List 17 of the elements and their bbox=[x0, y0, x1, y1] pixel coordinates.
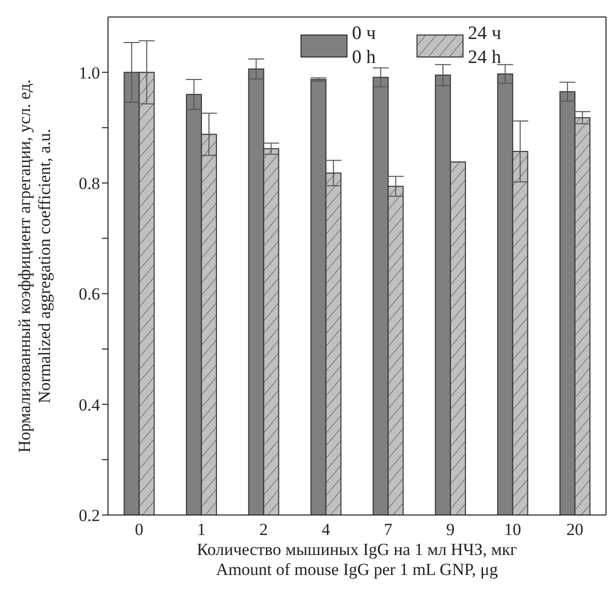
y-tick-label: 0.4 bbox=[78, 395, 100, 414]
y-tick-label: 0.2 bbox=[78, 506, 100, 526]
legend-label: 0 ч 0 h bbox=[352, 22, 376, 70]
x-axis-title: Количество мышиных IgG на 1 мл НЧЗ, мкг Amount of mouse IgG per 1 mL GNP, μg bbox=[196, 540, 518, 579]
legend-label: 24 ч 24 h bbox=[468, 22, 502, 70]
y-axis-title: Нормализованный коэффициент агрегации, усл. ед. Normalized aggregation coefficient, a.u. bbox=[15, 79, 54, 453]
x-tick-label: 1 bbox=[197, 520, 206, 540]
x-tick-label: 20 bbox=[566, 520, 584, 540]
x-tick-label: 7 bbox=[384, 520, 393, 540]
y-tick-label: 0.8 bbox=[78, 174, 100, 194]
y-tick-label: 1.0 bbox=[78, 63, 100, 82]
x-tick-label: 10 bbox=[504, 520, 522, 540]
y-tick-label: 0.6 bbox=[78, 284, 100, 304]
x-tick-label: 0 bbox=[134, 520, 144, 540]
x-tick-label: 9 bbox=[446, 520, 455, 540]
x-tick-label: 4 bbox=[322, 520, 331, 540]
x-tick-label: 2 bbox=[259, 520, 268, 540]
